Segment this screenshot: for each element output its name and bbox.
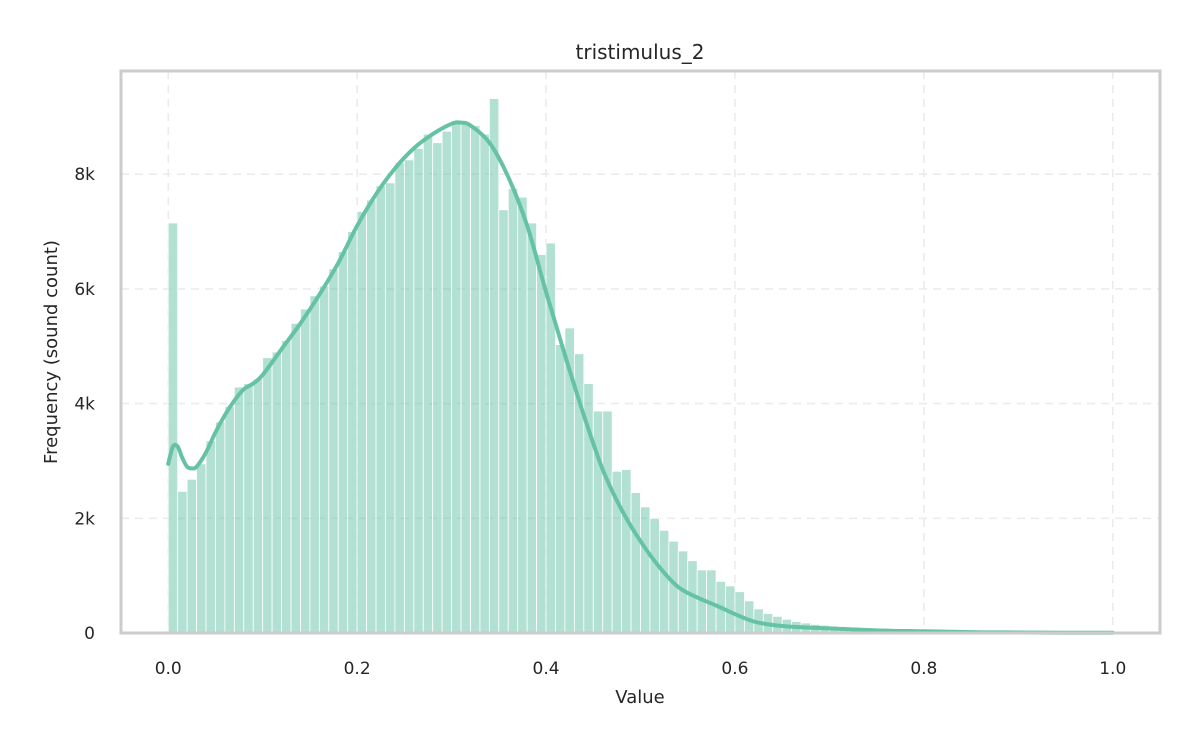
chart-title: tristimulus_2	[576, 40, 705, 64]
histogram-bar	[337, 251, 349, 634]
histogram-bar	[309, 295, 320, 634]
histogram-bar	[621, 469, 632, 634]
x-tick-label: 0.4	[533, 659, 560, 679]
histogram-bar	[432, 142, 443, 634]
histogram-bar	[555, 344, 566, 634]
x-axis-label: Value	[615, 687, 664, 708]
histogram-bar	[318, 285, 330, 634]
y-tick-label: 0	[84, 624, 95, 644]
histogram-bar	[488, 98, 500, 634]
histogram-bar	[507, 188, 519, 634]
y-tick-label: 6k	[74, 280, 95, 300]
histogram-bar	[167, 222, 179, 634]
histogram-bar	[602, 410, 613, 634]
histogram-bar	[649, 517, 660, 634]
histogram-bar	[451, 122, 462, 634]
histogram-bar	[640, 506, 651, 634]
x-tick-label: 1.0	[1099, 659, 1126, 679]
histogram-bar	[224, 406, 235, 634]
x-tick-label: 0.2	[344, 659, 371, 679]
histogram-bar	[422, 133, 434, 634]
histogram-bar	[630, 492, 641, 634]
histogram-bar	[517, 196, 528, 634]
histogram-bar	[262, 357, 273, 634]
histogram-bar	[470, 125, 481, 634]
histogram-bar	[252, 378, 264, 634]
histogram-bar	[479, 133, 490, 634]
histogram-bar	[658, 529, 670, 634]
histogram-bar	[498, 209, 509, 634]
histogram-bar	[233, 386, 245, 634]
histogram-bar	[536, 254, 547, 634]
histogram-bar	[271, 351, 282, 634]
kde-curve	[166, 120, 1115, 635]
histogram-bar	[441, 130, 452, 634]
histogram-bar	[347, 231, 358, 634]
histogram-bar	[394, 162, 405, 634]
y-tick-label: 8k	[74, 165, 95, 185]
histogram-bar	[366, 199, 377, 634]
histogram-bar	[385, 182, 396, 634]
x-tick-label: 0.8	[910, 659, 937, 679]
y-tick-label: 2k	[74, 509, 95, 529]
histogram-bars	[167, 98, 1114, 634]
histogram-bar	[328, 268, 339, 634]
x-tick-label: 0.0	[155, 659, 182, 679]
histogram-bar	[526, 222, 537, 634]
histogram-bar	[403, 159, 415, 634]
histogram-bar	[205, 440, 216, 634]
y-axis-label: Frequency (sound count)	[41, 240, 62, 464]
histogram-bar	[460, 122, 471, 634]
histogram-bar	[177, 490, 188, 634]
plot-frame	[119, 69, 1162, 635]
y-axis-ticks: 0 2k 4k 6k 8k	[74, 165, 95, 644]
histogram-bar	[290, 322, 301, 634]
x-axis-ticks: 0.0 0.2 0.4 0.6 0.8 1.0	[155, 659, 1127, 679]
x-tick-label: 0.6	[721, 659, 748, 679]
histogram-bar	[734, 591, 745, 634]
histogram-bar	[375, 185, 386, 634]
histogram-bar	[196, 463, 207, 634]
histogram-bar	[413, 148, 424, 634]
histogram-bar	[300, 308, 311, 634]
histogram-bar	[243, 383, 254, 634]
histogram-bar	[281, 340, 292, 634]
y-tick-label: 4k	[74, 395, 95, 415]
histogram-bar	[215, 421, 226, 634]
histogram-bar	[186, 478, 197, 634]
histogram-bar	[356, 211, 367, 634]
